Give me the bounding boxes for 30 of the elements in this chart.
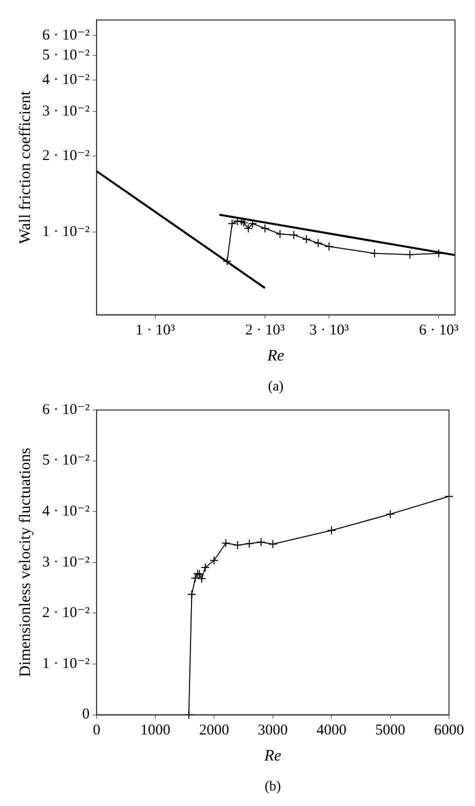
y-axis-title: Dimensionless velocity fluctuations <box>16 448 34 678</box>
y-tick-label: 4 · 10⁻² <box>42 504 90 520</box>
y-tick-label: 3 · 10⁻² <box>42 554 90 570</box>
x-tick-label: 1000 <box>140 722 170 739</box>
y-tick-label: 0 <box>82 706 90 723</box>
x-tick-label: 5000 <box>375 722 406 739</box>
y-axis-title: Wall friction coefficient <box>16 90 34 244</box>
x-tick-label: 6 · 10³ <box>418 322 459 339</box>
y-tick-label: 3 · 10⁻² <box>42 103 90 120</box>
x-tick-label: 0 <box>92 722 100 739</box>
x-tick-label: 2000 <box>199 722 230 739</box>
x-tick-label: 6000 <box>434 722 464 739</box>
y-tick-label: 2 · 10⁻² <box>42 148 90 164</box>
x-tick-label: 2 · 10³ <box>245 322 286 339</box>
x-tick-label: 3 · 10³ <box>309 322 350 339</box>
y-tick-label: 1 · 10⁻² <box>42 224 90 240</box>
y-tick-label: 6 · 10⁻² <box>42 27 90 44</box>
y-tick-label: 5 · 10⁻² <box>42 47 90 64</box>
x-tick-label: 3000 <box>258 722 288 739</box>
x-tick-label: 1 · 10³ <box>136 322 176 339</box>
y-tick-label: 6 · 10⁻² <box>42 402 90 418</box>
x-axis-title: Re <box>266 348 284 365</box>
y-tick-label: 4 · 10⁻² <box>42 72 90 88</box>
x-tick-label: 4000 <box>316 722 347 739</box>
text: (b) <box>264 780 282 795</box>
text: (a) <box>268 380 284 395</box>
y-tick-label: 5 · 10⁻² <box>42 452 90 469</box>
y-tick-label: 2 · 10⁻² <box>42 605 90 622</box>
y-tick-label: 1 · 10⁻² <box>42 656 90 672</box>
x-axis-title: Re <box>263 748 282 765</box>
